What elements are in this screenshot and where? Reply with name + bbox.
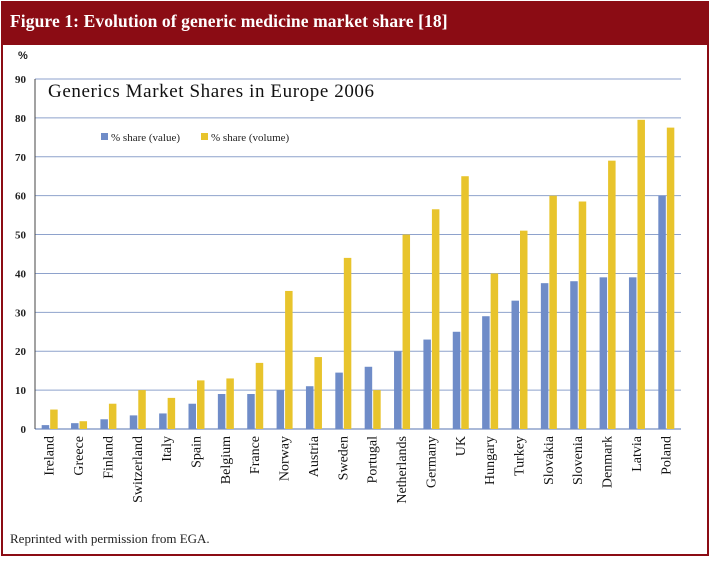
bar-value [628, 277, 637, 429]
y-tick-label: 30 [15, 307, 27, 319]
bar-value [335, 372, 343, 429]
bar-volume [520, 230, 528, 429]
bar-value [452, 331, 461, 429]
x-category-label: Sweden [336, 436, 351, 480]
x-category-labels: Ireland Greece Finland Switzerland Italy Spai… [43, 435, 675, 503]
legend: % share (value) % share (volume) [101, 132, 290, 144]
bar-volume [608, 160, 616, 429]
x-category-label: Austria [307, 435, 322, 477]
x-category-label: Greece [72, 436, 87, 476]
y-tick-label: 0 [21, 424, 27, 436]
bar-volume [50, 409, 58, 429]
x-category-label: Portugal [366, 436, 381, 484]
bar-volume [167, 397, 176, 429]
chart-title: Generics Market Shares in Europe 2006 [48, 81, 375, 102]
bar-value [305, 386, 314, 429]
bar-value [100, 419, 108, 429]
bar-volume [490, 273, 499, 429]
bar-value [570, 281, 578, 429]
x-category-label: Italy [160, 436, 175, 462]
x-category-label: Hungary [483, 436, 498, 485]
bar-volume [461, 176, 469, 429]
legend-swatch [101, 133, 108, 140]
bar-volume [285, 290, 293, 429]
x-category-label: Turkey [513, 436, 528, 476]
x-category-label: Belgium [219, 436, 234, 484]
bar-volume [197, 380, 205, 429]
bar-value [276, 390, 285, 429]
legend-swatch [201, 133, 208, 140]
bar-volume [578, 201, 587, 429]
bar-value [188, 403, 196, 429]
bar-value [540, 283, 549, 429]
bar-value [599, 277, 608, 429]
figure-footer: Reprinted with permission from EGA. [10, 531, 210, 546]
x-category-label: UK [454, 436, 469, 456]
x-category-label: Netherlands [395, 436, 410, 504]
y-tick-label: 40 [15, 268, 27, 280]
bars [41, 119, 675, 429]
figure-header: Figure 1: Evolution of generic medicine … [3, 3, 707, 45]
y-tick-label: 90 [15, 74, 27, 86]
y-tick-label: 80 [15, 113, 27, 125]
bar-value [41, 425, 50, 429]
x-category-label: Norway [278, 436, 293, 481]
y-tick-label: 50 [15, 230, 27, 242]
bar-volume [226, 378, 234, 429]
x-category-label: Slovakia [542, 435, 557, 485]
bar-volume [79, 421, 88, 429]
bar-value [71, 423, 79, 429]
x-category-label: Spain [190, 436, 205, 468]
bar-value [129, 415, 138, 429]
y-tick-labels: 0 10 20 30 40 50 60 70 80 90 [15, 74, 27, 436]
y-tick-label: 20 [15, 346, 27, 358]
bar-value [159, 413, 167, 429]
bar-volume [402, 234, 411, 429]
x-category-label: Poland [659, 436, 674, 475]
bar-value [511, 300, 519, 429]
bar-value [364, 366, 373, 429]
bar-volume [255, 362, 264, 429]
bar-volume [637, 119, 645, 429]
bar-value [423, 339, 431, 429]
y-tick-label: 60 [15, 191, 27, 203]
legend-label: % share (volume) [211, 132, 290, 144]
bar-value [658, 195, 666, 429]
x-category-label: Denmark [601, 436, 616, 488]
bar-volume [138, 390, 146, 429]
y-axis-label: % [18, 50, 28, 62]
x-category-label: Latvia [630, 435, 645, 472]
bar-value [394, 351, 402, 429]
x-category-label: Switzerland [131, 436, 146, 503]
bar-value [482, 316, 490, 429]
x-category-label: Slovenia [571, 435, 586, 485]
bar-volume [666, 127, 675, 429]
y-tick-label: 70 [15, 152, 27, 164]
legend-label: % share (value) [111, 132, 180, 144]
bar-volume [549, 195, 557, 429]
x-category-label: Finland [101, 436, 116, 479]
bar-volume [314, 357, 322, 429]
bar-volume [343, 257, 352, 429]
x-category-label: France [248, 436, 263, 474]
x-category-label: Germany [424, 436, 439, 488]
y-tick-label: 10 [15, 385, 27, 397]
x-category-label: Ireland [43, 436, 58, 476]
figure-title: Figure 1: Evolution of generic medicine … [10, 11, 448, 31]
bar-volume [108, 403, 117, 429]
bar-volume [431, 209, 440, 429]
bar-value [247, 394, 255, 429]
bar-value [217, 394, 226, 429]
bar-volume [373, 390, 381, 429]
